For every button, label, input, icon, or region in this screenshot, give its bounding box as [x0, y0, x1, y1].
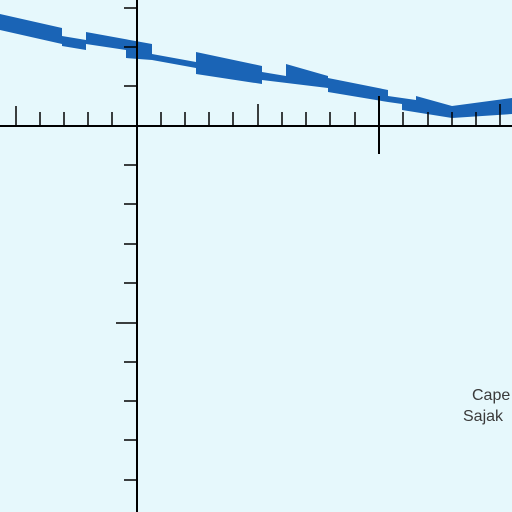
horizontal-ticks	[15, 104, 501, 126]
vertical-ticks	[116, 7, 137, 481]
place-label-line1: Cape	[472, 387, 511, 404]
place-label-line2: Sajak	[463, 408, 504, 425]
route-line	[0, 14, 512, 118]
